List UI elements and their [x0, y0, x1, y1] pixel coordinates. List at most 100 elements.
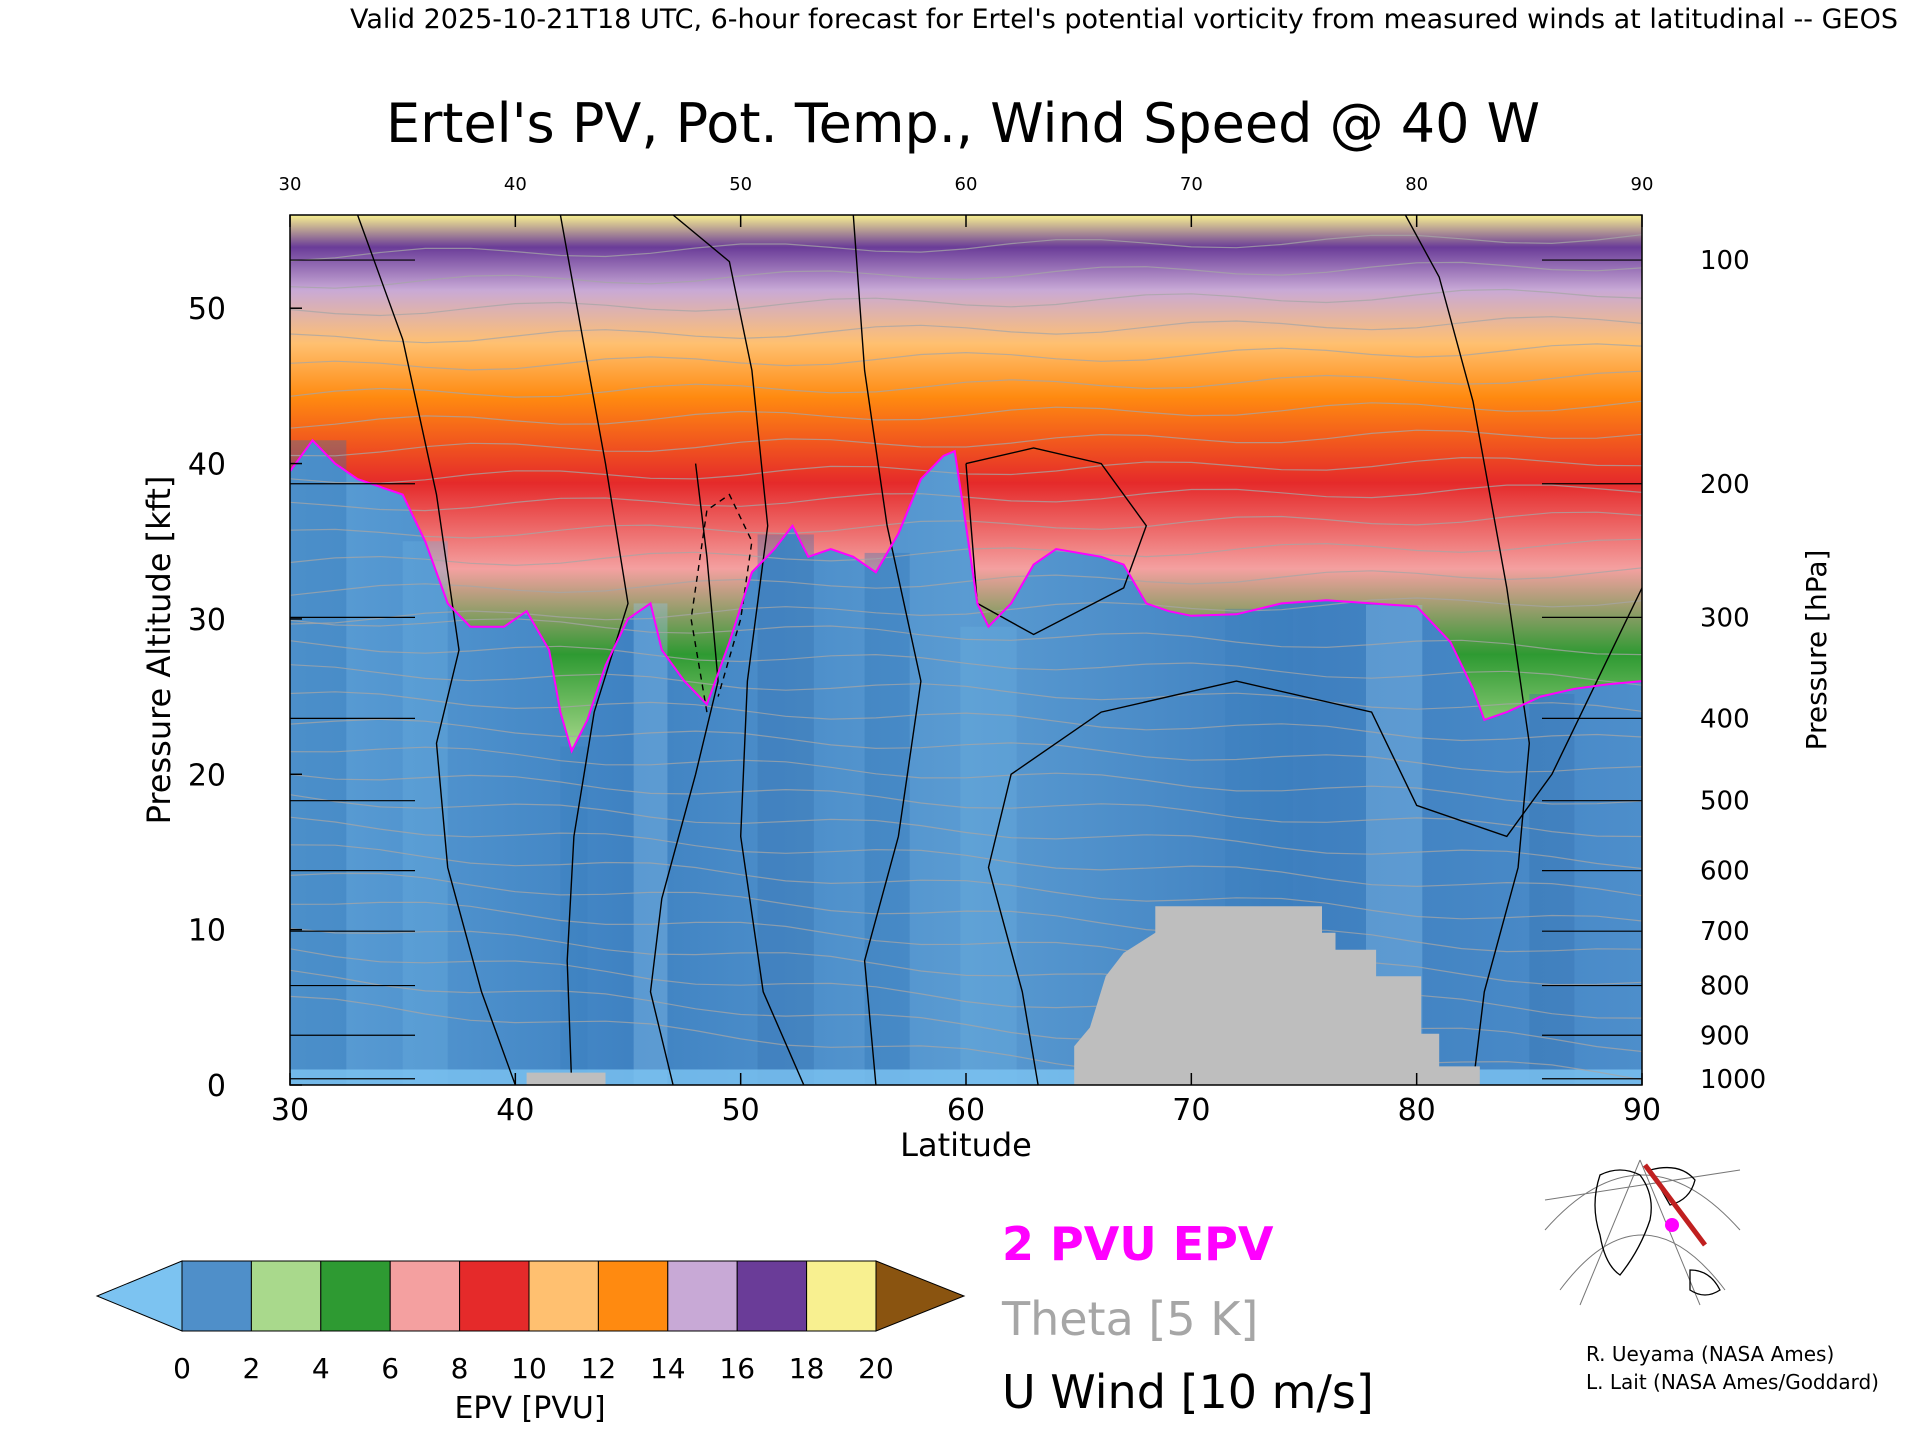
x-tick-label-top: 70 [1180, 174, 1203, 195]
locator-map-track [1643, 1163, 1707, 1247]
colorbar-tick-label: 16 [719, 1352, 755, 1385]
x-tick-label: 30 [271, 1093, 309, 1128]
theta-contour [290, 746, 1642, 805]
colorbar-tick-label: 14 [650, 1352, 686, 1385]
theta-contour [290, 691, 1642, 742]
theta-contour [290, 343, 1642, 371]
x-tick-label-top: 40 [504, 174, 527, 195]
colorbar-swatch [389, 1260, 461, 1332]
y-tick-label: 30 [188, 603, 226, 638]
colorbar-tick-label: 10 [511, 1352, 547, 1385]
theta-contours [290, 234, 1642, 1085]
colorbar-swatch [736, 1260, 808, 1332]
u-wind-contour [559, 215, 629, 1085]
troposphere-shade-band [290, 440, 347, 1085]
u-wind-contour [852, 215, 922, 1085]
u-wind-contour [987, 587, 1642, 1085]
troposphere-shade-band [402, 541, 448, 1085]
credit-1: R. Ueyama (NASA Ames) [1586, 1342, 1834, 1366]
theta-contour [290, 773, 1642, 838]
legend-epv: 2 PVU EPV [1002, 1217, 1274, 1271]
y-tick-label: 20 [188, 758, 226, 793]
colorbar-tick-label: 2 [242, 1352, 260, 1385]
u-wind-contour [672, 215, 805, 1085]
x-tick-label: 40 [496, 1093, 534, 1128]
pressure-tick-label: 700 [1700, 917, 1750, 947]
y-tick-label: 40 [188, 448, 226, 483]
u-wind-contour [649, 463, 719, 1085]
x-tick-label: 70 [1172, 1093, 1210, 1128]
terrain-mask [1074, 906, 1480, 1085]
x-tick-label-top: 30 [279, 174, 302, 195]
x-tick-label: 80 [1398, 1093, 1436, 1128]
theta-contour [290, 995, 1642, 1085]
colorbar-swatch [597, 1260, 669, 1332]
theta-contour [290, 400, 1642, 429]
colorbar-tick-label: 6 [381, 1352, 399, 1385]
theta-contour [290, 429, 1642, 457]
x-axis: 30 30 40 40 50 50 60 60 70 70 80 80 90 90 [271, 174, 1661, 1128]
colorbar-swatch [667, 1260, 738, 1332]
colorbar-swatch [181, 1260, 252, 1332]
colorbar-swatch [320, 1260, 391, 1332]
locator-map-coastlines [1594, 1166, 1721, 1296]
pressure-tick-label: 900 [1700, 1021, 1750, 1051]
y-tick-label: 0 [207, 1069, 226, 1104]
colorbar-over-arrow [875, 1260, 966, 1332]
legend-wind: U Wind [10 m/s] [1002, 1365, 1374, 1419]
pressure-tick-label: 200 [1700, 470, 1750, 500]
u-wind-contours [356, 215, 1642, 1085]
pressure-tick-label: 600 [1700, 857, 1750, 887]
theta-contour [290, 456, 1642, 484]
theta-contour [290, 872, 1642, 953]
colorbar-label: EPV [PVU] [454, 1391, 605, 1426]
colorbar-tick-label: 18 [789, 1352, 825, 1385]
theta-contour [290, 794, 1642, 870]
x-tick-label-top: 50 [729, 174, 752, 195]
theta-contour [290, 640, 1642, 686]
x-tick-label: 60 [947, 1093, 985, 1128]
locator-map [1544, 1155, 1741, 1306]
x-axis-label: Latitude [900, 1126, 1032, 1164]
credit-2: L. Lait (NASA Ames/Goddard) [1586, 1370, 1879, 1394]
troposphere-shade-band [1529, 694, 1575, 1085]
colorbar-swatch [459, 1260, 530, 1332]
theta-contour [290, 316, 1642, 344]
colorbar-tick-label: 4 [312, 1352, 330, 1385]
theta-contour [290, 901, 1642, 986]
theta-contour [290, 844, 1642, 922]
y-tick-label: 10 [188, 914, 226, 949]
troposphere-shade-band [757, 534, 814, 1085]
tropopause-2pvu-contour [290, 438, 1642, 754]
x-tick-label-top: 90 [1631, 174, 1654, 195]
pressure-tick-label: 800 [1700, 972, 1750, 1002]
colorbar-tick-label: 12 [581, 1352, 617, 1385]
colorbar-tick-label: 0 [173, 1352, 191, 1385]
colorbar-swatch [250, 1260, 322, 1332]
legend: 2 PVU EPV Theta [5 K] U Wind [10 m/s] [1001, 1217, 1374, 1419]
locator-map-graticule [1544, 1159, 1741, 1306]
colorbar: 0 2 4 6 8 10 12 14 16 18 20 [95, 1260, 966, 1385]
y-axis: 0 10 20 30 40 50 [188, 292, 302, 1104]
pressure-tick-label: 100 [1700, 246, 1750, 276]
u-wind-contour [965, 447, 1148, 636]
u-wind-contour [1404, 215, 1531, 1085]
theta-contour [290, 288, 1642, 317]
plot-area: 30 30 40 40 50 50 60 60 70 70 80 80 90 90 0 10 20 30 40 50… [188, 174, 1766, 1128]
legend-theta: Theta [5 K] [1001, 1292, 1258, 1346]
valid-header: Valid 2025-10-21T18 UTC, 6-hour forecast… [350, 4, 1898, 35]
x-tick-label-top: 60 [955, 174, 978, 195]
colorbar-under-arrow [95, 1260, 183, 1332]
troposphere-shade-band [633, 603, 668, 1085]
theta-contour [290, 567, 1642, 596]
theta-contour [290, 538, 1642, 566]
u-wind-contour [356, 215, 516, 1085]
locator-map-point [1665, 1218, 1679, 1232]
theta-contour [290, 816, 1642, 897]
x-tick-label-top: 80 [1405, 174, 1428, 195]
theta-contour [290, 718, 1642, 773]
colorbar-tick-label: 8 [451, 1352, 469, 1385]
pressure-tick-label: 300 [1700, 603, 1750, 633]
pressure-tick-label: 1000 [1700, 1065, 1766, 1095]
